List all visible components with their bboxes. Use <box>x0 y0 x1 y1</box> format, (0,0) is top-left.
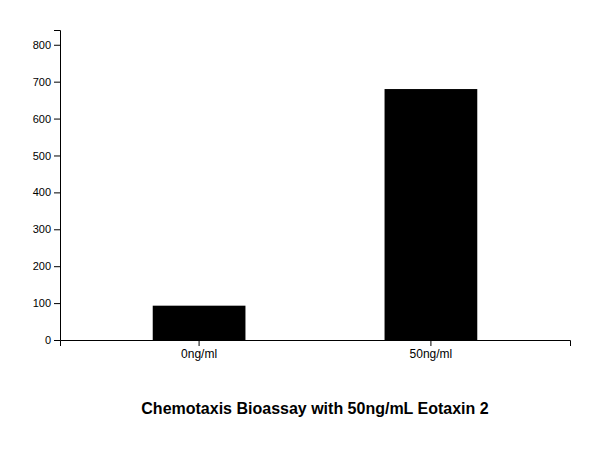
tick: 100 <box>33 297 60 309</box>
tick-mark <box>54 45 60 46</box>
title: Chemotaxis Bioassay with 50ng/mL Eotaxin… <box>141 400 488 417</box>
tick-label: 0 <box>45 334 51 346</box>
bar <box>385 89 478 340</box>
tick-label: 700 <box>33 76 51 88</box>
tick: 800 <box>33 39 60 51</box>
tick-label: 800 <box>33 39 51 51</box>
plot: 0 100 200 300 400 500 600 700 800 0ng/ml 50ng/ml <box>33 31 571 361</box>
tick: 0ng/ml <box>181 340 217 361</box>
tick-mark <box>54 303 60 304</box>
tick: 700 <box>33 76 60 88</box>
tick-mark <box>54 266 60 267</box>
tick-mark <box>54 192 60 193</box>
tick-mark <box>54 119 60 120</box>
x-axis: 0ng/ml 50ng/ml <box>61 340 571 361</box>
tick-label: 50ng/ml <box>410 347 453 361</box>
tick-mark <box>54 82 60 83</box>
tick-label: 0ng/ml <box>181 347 217 361</box>
tick: 200 <box>33 260 60 272</box>
tick: 300 <box>33 223 60 235</box>
tick-label: 100 <box>33 297 51 309</box>
tick: 50ng/ml <box>410 340 453 361</box>
bars <box>153 89 478 340</box>
axis-line <box>54 31 61 341</box>
tick-label: 400 <box>33 186 51 198</box>
tick-label: 200 <box>33 260 51 272</box>
tick-label: 600 <box>33 113 51 125</box>
y-axis: 0 100 200 300 400 500 600 700 800 <box>33 31 61 347</box>
tick-label: 500 <box>33 149 51 161</box>
tick-mark <box>54 229 60 230</box>
tick: 0 <box>45 334 60 346</box>
axis-line <box>61 341 571 347</box>
tick: 500 <box>33 149 60 161</box>
tick-mark <box>430 340 431 346</box>
chart: 0 100 200 300 400 500 600 700 800 0ng/ml 50ng/ml Ch… <box>0 0 600 450</box>
tick-mark <box>54 155 60 156</box>
tick: 400 <box>33 186 60 198</box>
tick-mark <box>54 340 60 341</box>
tick: 600 <box>33 113 60 125</box>
bar <box>153 306 246 340</box>
tick-mark <box>199 340 200 346</box>
tick-label: 300 <box>33 223 51 235</box>
